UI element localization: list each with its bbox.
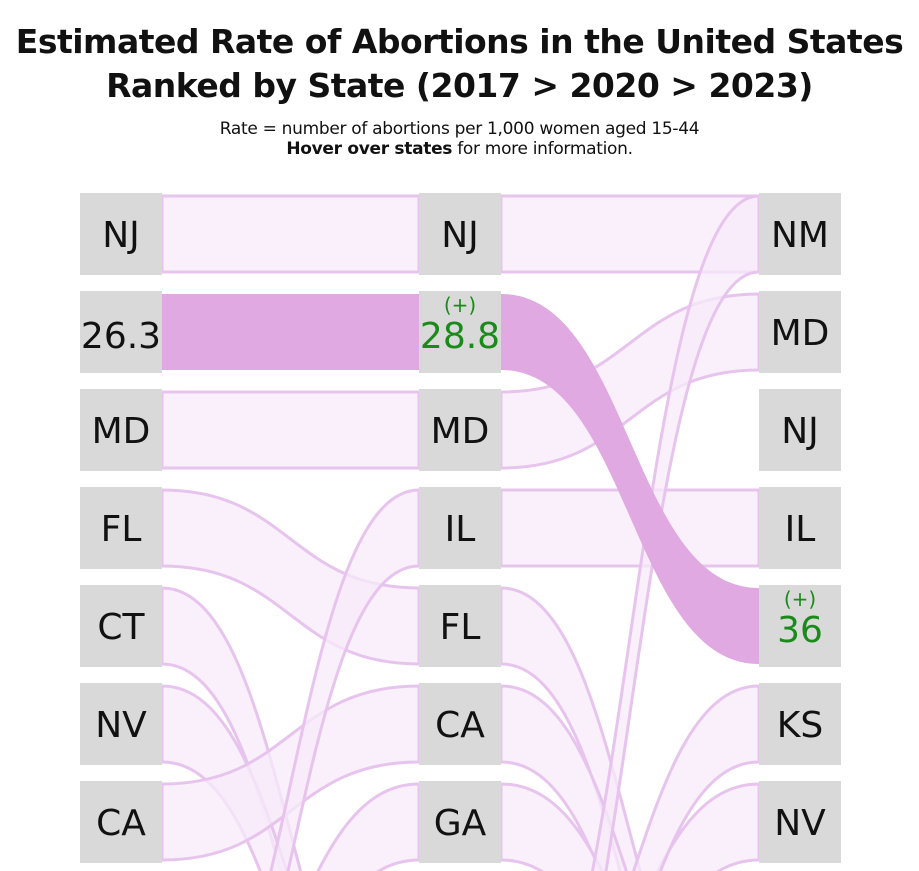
state-label-2017-nj: NJ bbox=[102, 215, 140, 256]
state-label-2017-ca: CA bbox=[96, 803, 146, 844]
hover-hint: Hover over states bbox=[286, 139, 453, 159]
rate-value-2023: 36 bbox=[777, 610, 823, 651]
state-box-2017-md[interactable] bbox=[80, 389, 162, 471]
state-box-2017-nj[interactable] bbox=[80, 193, 162, 275]
title-line-1: Estimated Rate of Abortions in the Unite… bbox=[15, 22, 904, 61]
state-label-2020-nj: NJ bbox=[441, 215, 479, 256]
state-boxes: NJ26.3MDFLCTNVCANJ28.8(+)MDILFLCAGANMMDN… bbox=[80, 193, 841, 863]
state-box-2023-ny[interactable] bbox=[759, 585, 841, 667]
state-box-2017-ct[interactable] bbox=[80, 585, 162, 667]
chart-subtitle: Rate = number of abortions per 1,000 wom… bbox=[0, 119, 919, 159]
ribbons bbox=[160, 194, 761, 871]
subtitle-line-2: Hover over states for more information. bbox=[0, 139, 919, 159]
subtitle-line-1: Rate = number of abortions per 1,000 wom… bbox=[219, 119, 700, 139]
ribbon-nj-2017-2020[interactable] bbox=[160, 194, 421, 274]
state-box-2023-md[interactable] bbox=[759, 291, 841, 373]
state-box-2020-nj[interactable] bbox=[419, 193, 501, 275]
state-box-2020-ca[interactable] bbox=[419, 683, 501, 765]
state-box-2017-ny[interactable] bbox=[80, 291, 162, 373]
ribbon-ny-2020-2023[interactable] bbox=[501, 294, 759, 664]
state-box-2017-nv[interactable] bbox=[80, 683, 162, 765]
state-label-2023-ks: KS bbox=[777, 705, 823, 746]
chart-title: Estimated Rate of Abortions in the Unite… bbox=[0, 20, 919, 108]
state-box-2023-ks[interactable] bbox=[759, 683, 841, 765]
state-box-2023-nj[interactable] bbox=[759, 389, 841, 471]
rate-value-2017: 26.3 bbox=[81, 316, 161, 357]
state-box-2017-ca[interactable] bbox=[80, 781, 162, 863]
state-label-2017-md: MD bbox=[92, 411, 151, 452]
state-label-2023-md: MD bbox=[771, 313, 830, 354]
state-label-2017-ct: CT bbox=[97, 607, 145, 648]
state-box-2020-il[interactable] bbox=[419, 487, 501, 569]
ribbon-md-2017-2020[interactable] bbox=[160, 390, 421, 470]
state-box-2023-nm[interactable] bbox=[759, 193, 841, 275]
state-label-2017-fl: FL bbox=[101, 509, 142, 550]
state-label-2023-nv: NV bbox=[774, 803, 826, 844]
state-box-2023-il[interactable] bbox=[759, 487, 841, 569]
ribbon-ny-2017-2020[interactable] bbox=[162, 294, 419, 370]
rate-change-2023: (+) bbox=[784, 587, 816, 611]
hover-hint-rest: for more information. bbox=[452, 139, 633, 159]
state-label-2017-nv: NV bbox=[95, 705, 147, 746]
rate-change-2020: (+) bbox=[444, 293, 476, 317]
state-box-2020-fl[interactable] bbox=[419, 585, 501, 667]
title-line-2: Ranked by State (2017 > 2020 > 2023) bbox=[106, 66, 813, 105]
state-label-2020-md: MD bbox=[431, 411, 490, 452]
state-label-2020-ga: GA bbox=[434, 803, 487, 844]
state-label-2020-il: IL bbox=[445, 509, 476, 550]
state-label-2023-nm: NM bbox=[771, 215, 829, 256]
highlighted-ribbon bbox=[162, 294, 759, 664]
rate-value-2020: 28.8 bbox=[420, 316, 500, 357]
state-label-2023-il: IL bbox=[785, 509, 816, 550]
state-box-2017-fl[interactable] bbox=[80, 487, 162, 569]
state-label-2020-ca: CA bbox=[435, 705, 485, 746]
state-box-2020-ny[interactable] bbox=[419, 291, 501, 373]
state-label-2023-nj: NJ bbox=[781, 411, 819, 452]
state-box-2020-ga[interactable] bbox=[419, 781, 501, 863]
state-label-2020-fl: FL bbox=[440, 607, 481, 648]
state-box-2023-nv[interactable] bbox=[759, 781, 841, 863]
state-box-2020-md[interactable] bbox=[419, 389, 501, 471]
